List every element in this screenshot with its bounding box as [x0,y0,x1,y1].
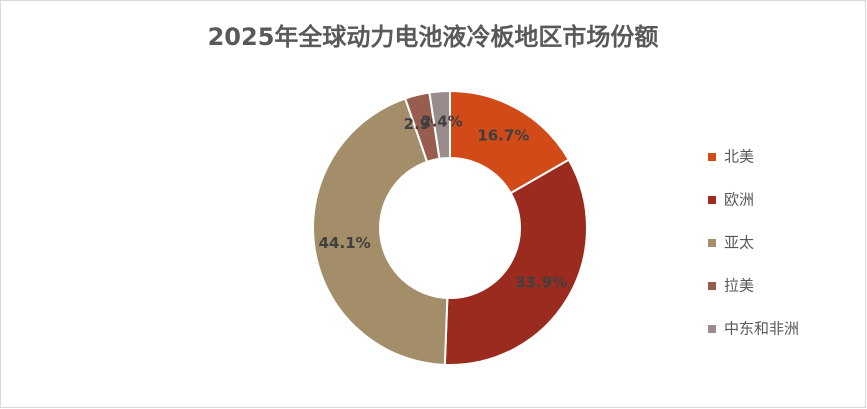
data-label: 33.9% [515,274,567,292]
data-label: 16.7% [477,126,529,144]
data-label: 2.4% [421,112,463,130]
chart-title: 2025年全球动力电池液冷板地区市场份额 [208,23,659,51]
legend-swatch [708,325,716,333]
donut-slice [312,97,449,366]
legend-swatch [708,239,716,247]
legend-swatch [708,196,716,204]
donut-slice [443,158,588,366]
legend-label: 中东和非洲 [724,320,799,338]
legend-label: 北美 [724,148,754,166]
legend-label: 欧洲 [724,191,754,209]
legend-swatch [708,153,716,161]
data-label: 44.1% [319,234,371,252]
legend-label: 亚太 [724,234,754,252]
donut-slice [428,89,451,160]
legend-label: 拉美 [724,277,754,295]
legend-swatch [708,282,716,290]
